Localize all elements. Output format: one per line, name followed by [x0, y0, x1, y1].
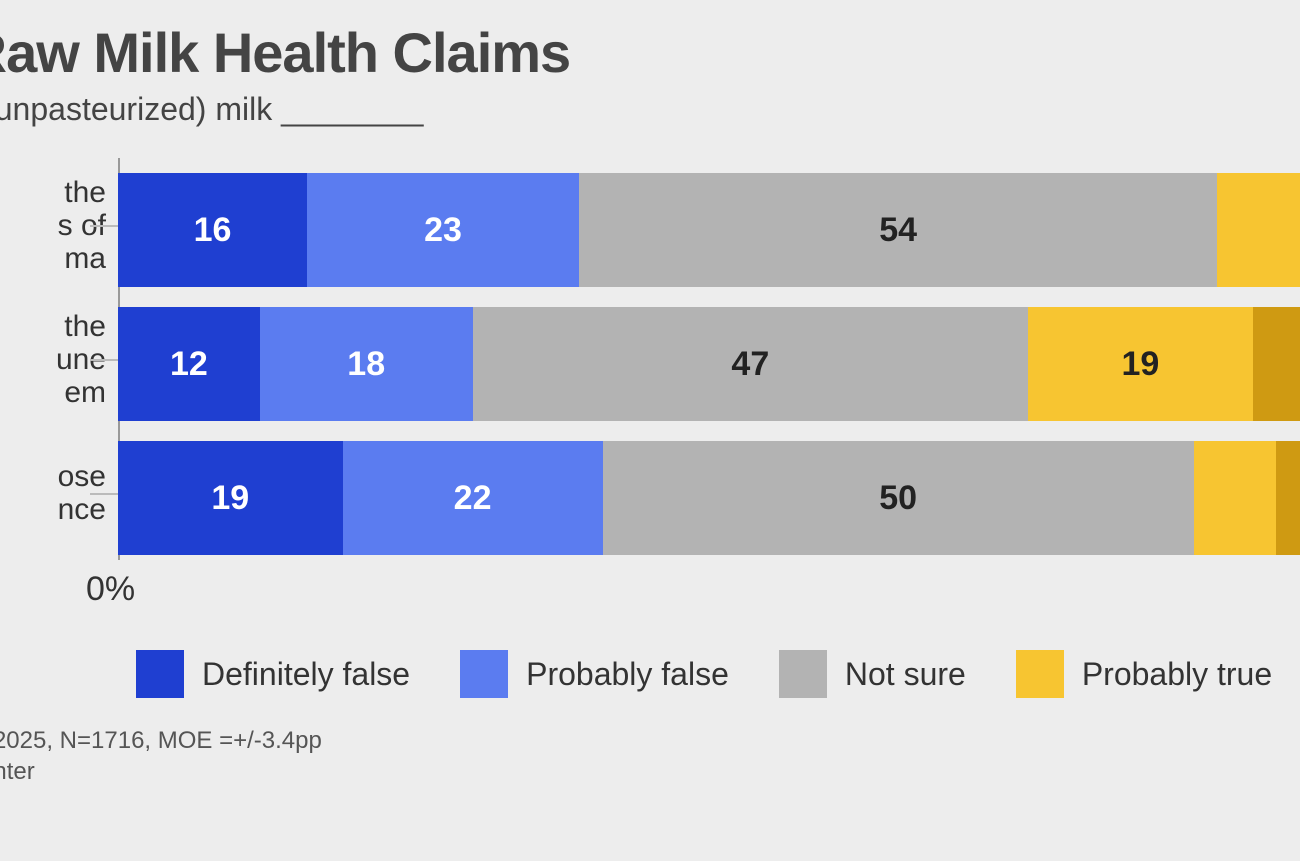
- legend-label: Not sure: [845, 656, 966, 693]
- legend: Definitely false Probably false Not sure Pr…: [0, 650, 1300, 698]
- y-tick: [90, 225, 118, 227]
- legend-item-def_false: Definitely false: [136, 650, 410, 698]
- bar-segment-prob_false: 22: [343, 441, 603, 555]
- chart-title: s about Raw Milk Health Claims: [0, 20, 1300, 85]
- footer-line: Public Policy Center: [0, 756, 322, 787]
- chart-subtitle: consuming raw (unpasteurized) milk _____…: [0, 91, 1300, 128]
- bar-segment-def_false: 16: [118, 173, 307, 287]
- stacked-bar: 162354: [118, 173, 1300, 287]
- legend-swatch: [136, 650, 184, 698]
- chart-footer: urvey, February 2025, N=1716, MOE =+/-3.…: [0, 725, 322, 787]
- bar-segment-def_true: [1253, 307, 1300, 421]
- legend-item-prob_false: Probably false: [460, 650, 729, 698]
- plot-area: thes ofma162354theuneem12184719osence192…: [118, 158, 1300, 560]
- x-axis-zero-label: 0%: [86, 570, 135, 609]
- legend-swatch: [1016, 650, 1064, 698]
- bar-segment-prob_false: 18: [260, 307, 473, 421]
- legend-item-prob_true: Probably true: [1016, 650, 1272, 698]
- legend-label: Definitely false: [202, 656, 410, 693]
- bar-segment-not_sure: 47: [473, 307, 1029, 421]
- bar-segment-not_sure: 50: [603, 441, 1194, 555]
- chart-container: s about Raw Milk Health Claims consuming…: [0, 0, 1300, 861]
- bar-segment-def_false: 12: [118, 307, 260, 421]
- bar-row: theuneem12184719: [118, 292, 1300, 426]
- bar-segment-def_true: [1276, 441, 1300, 555]
- bar-segment-not_sure: 54: [579, 173, 1217, 287]
- legend-swatch: [779, 650, 827, 698]
- bar-row: thes ofma162354: [118, 158, 1300, 292]
- bar-segment-prob_true: [1194, 441, 1277, 555]
- stacked-bar: 192250: [118, 441, 1300, 555]
- footer-line: urvey, February 2025, N=1716, MOE =+/-3.…: [0, 725, 322, 756]
- bar-segment-prob_true: [1217, 173, 1300, 287]
- y-tick: [90, 359, 118, 361]
- bar-segment-prob_false: 23: [307, 173, 579, 287]
- y-tick: [90, 493, 118, 495]
- legend-swatch: [460, 650, 508, 698]
- legend-label: Probably false: [526, 656, 729, 693]
- legend-item-not_sure: Not sure: [779, 650, 966, 698]
- bar-row: osence192250: [118, 426, 1300, 560]
- bar-segment-prob_true: 19: [1028, 307, 1253, 421]
- bar-segment-def_false: 19: [118, 441, 343, 555]
- stacked-bar: 12184719: [118, 307, 1300, 421]
- legend-label: Probably true: [1082, 656, 1272, 693]
